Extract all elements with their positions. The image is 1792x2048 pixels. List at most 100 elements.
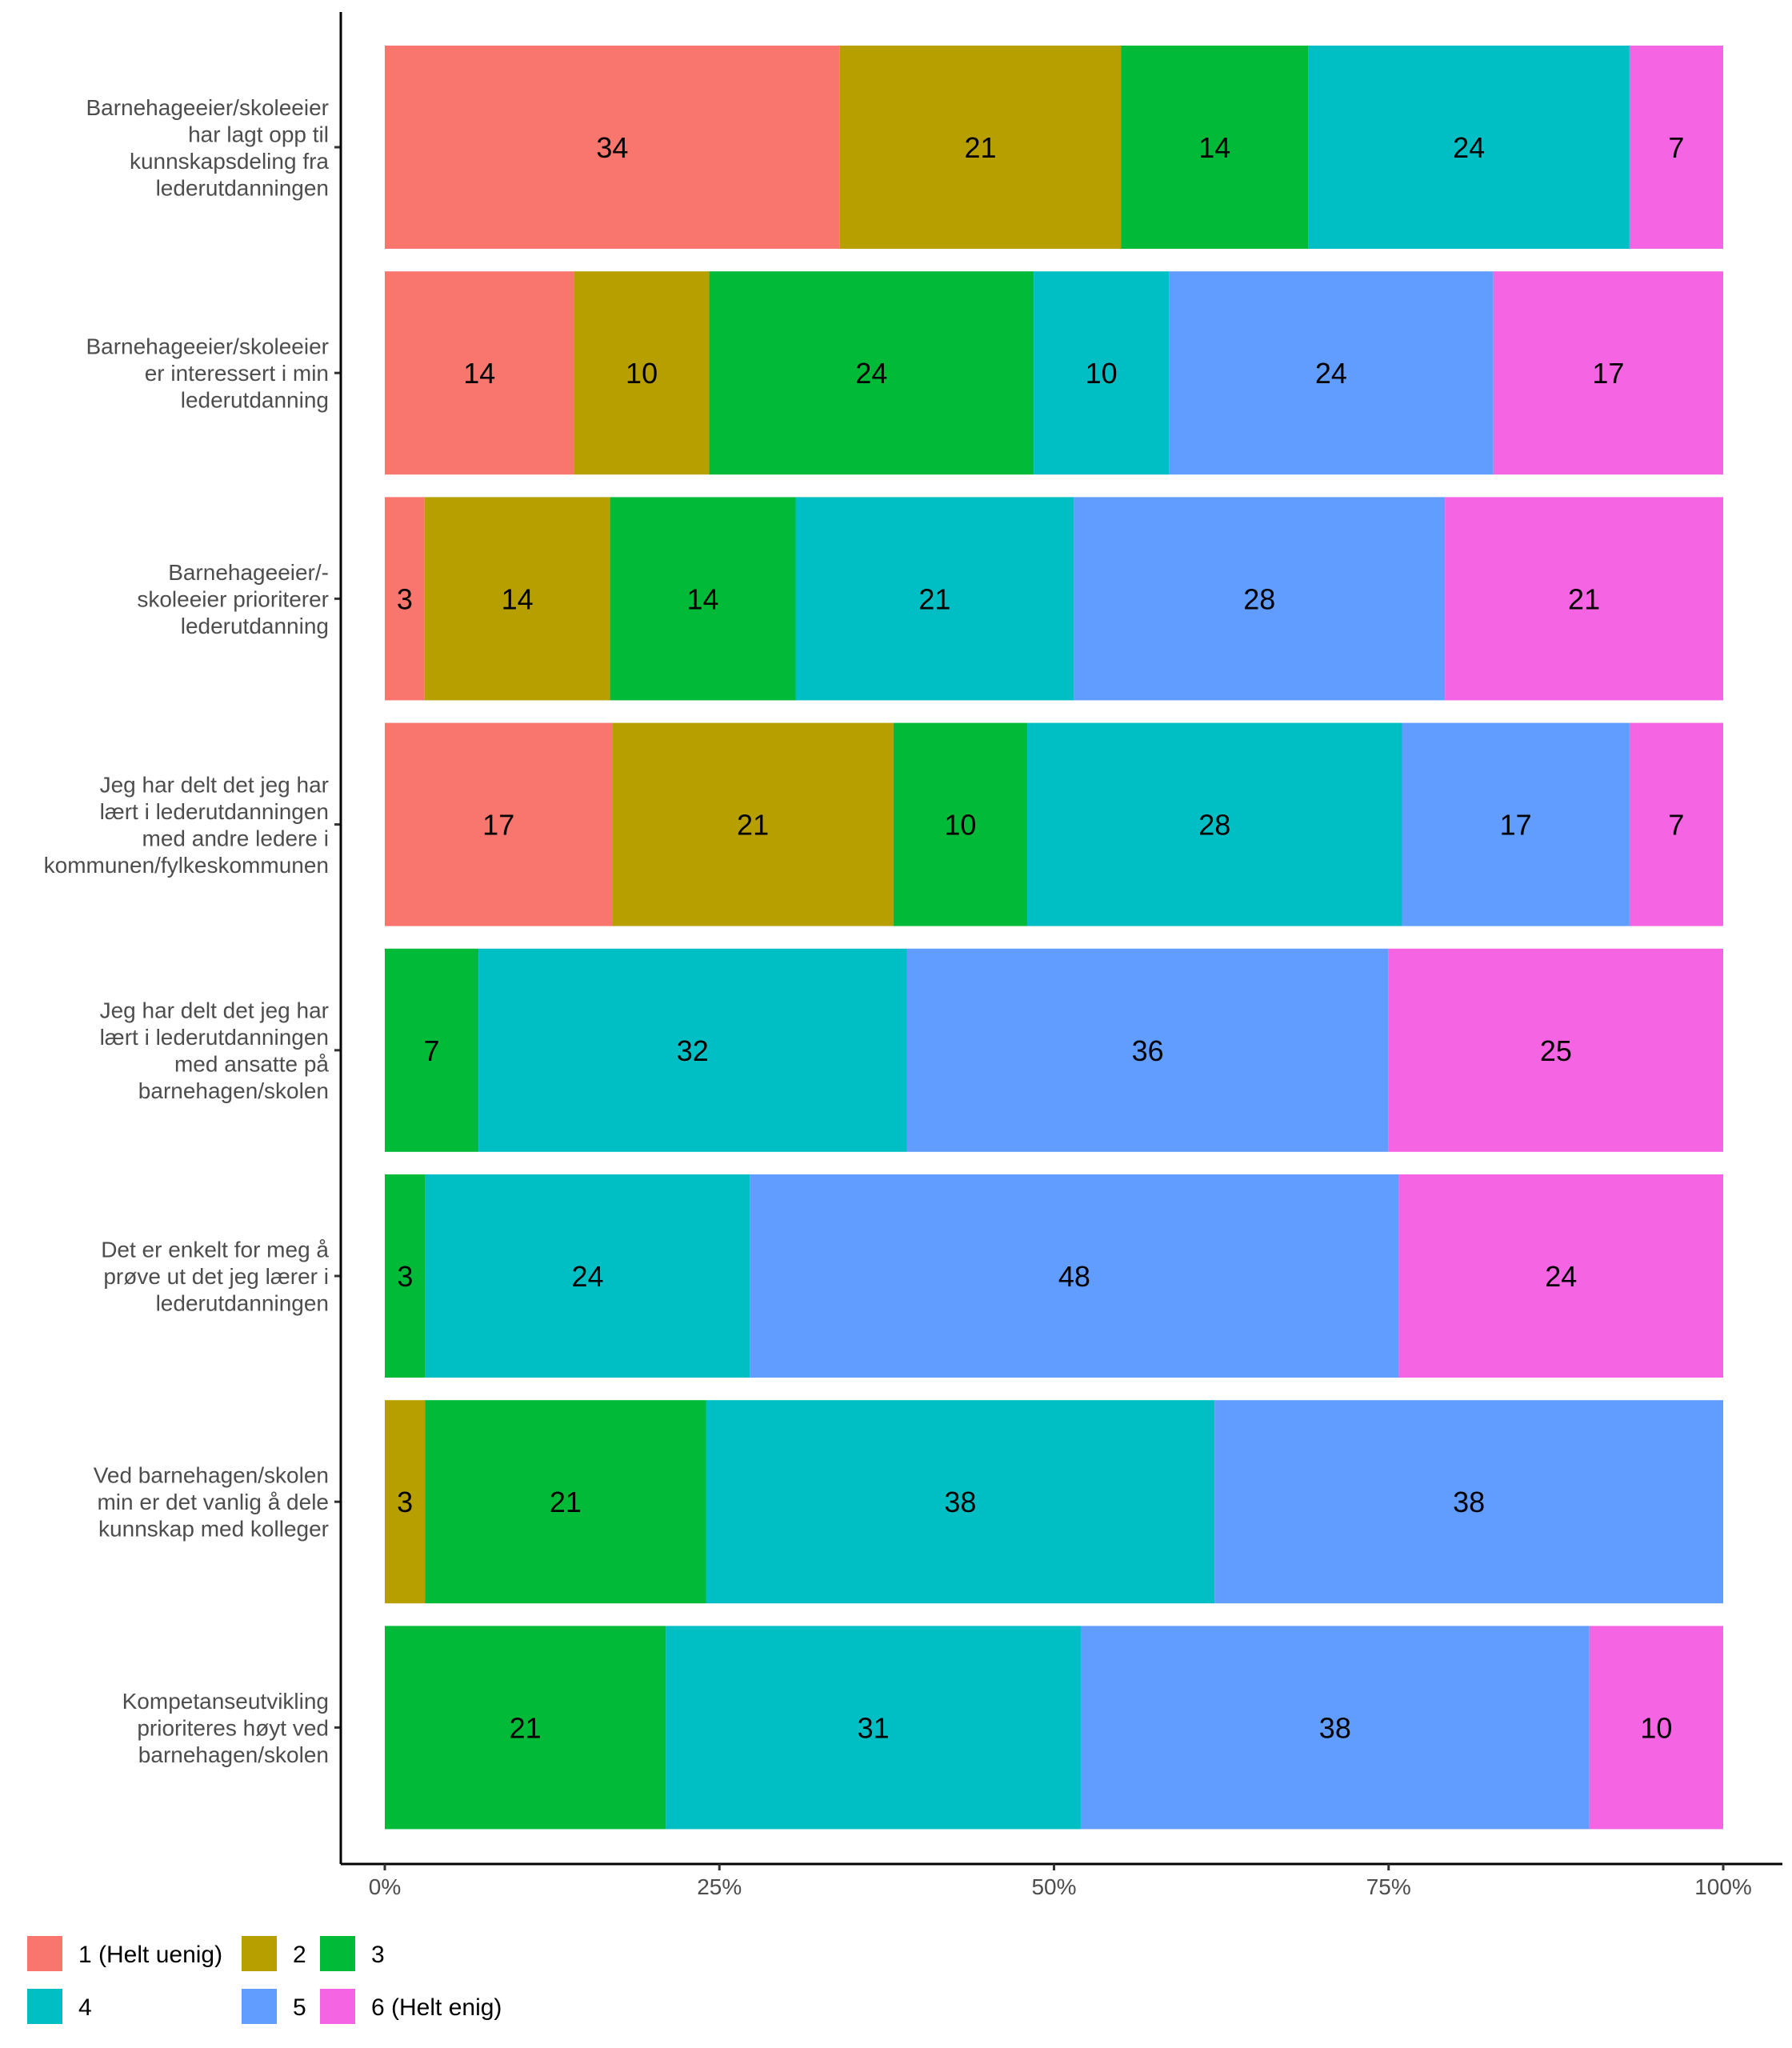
bar-segment: [709, 271, 1034, 475]
bar-value-label: 32: [677, 1034, 709, 1067]
bar-segment: [1121, 46, 1309, 249]
bar-segment: [666, 1626, 1081, 1830]
bar-segment: [424, 497, 610, 701]
bar-segment: [1027, 722, 1402, 926]
bar-value-label: 10: [1640, 1711, 1672, 1744]
legend-label: 4: [78, 1994, 92, 2021]
bar-value-label: 24: [1453, 131, 1485, 164]
bar-value-label: 38: [1453, 1486, 1485, 1518]
bar-segment: [574, 271, 710, 475]
bar-value-label: 21: [964, 131, 996, 164]
bar-value-label: 24: [1545, 1260, 1577, 1293]
bar-value-label: 25: [1540, 1034, 1572, 1067]
bar-segment: [1388, 948, 1723, 1152]
legend-swatch: [27, 1936, 62, 1971]
bar-segment: [795, 497, 1074, 701]
bar-value-label: 28: [1198, 809, 1230, 842]
bar-segment: [1589, 1626, 1723, 1830]
bar-segment: [1398, 1174, 1723, 1378]
bar-segment: [1629, 722, 1723, 926]
bar-value-label: 21: [1568, 582, 1600, 615]
bar-value-label: 14: [502, 582, 534, 615]
bar-segment: [385, 948, 479, 1152]
bar-value-label: 10: [1086, 357, 1118, 390]
x-tick-label: 100%: [1694, 1874, 1752, 1899]
bar-segment: [706, 1400, 1215, 1604]
bar-value-label: 7: [1668, 809, 1684, 842]
bar-segment: [1080, 1626, 1590, 1830]
legend-swatch: [27, 1989, 62, 2024]
x-ticks-group: 0% 25% 50% 75% 100%: [369, 1864, 1752, 1899]
bar-segment: [750, 1174, 1399, 1378]
bar-value-label: 17: [1592, 357, 1624, 390]
bar-segment: [1445, 497, 1723, 701]
bar-segment: [610, 497, 796, 701]
legend-swatch: [242, 1936, 277, 1971]
bar-segment: [385, 1400, 426, 1604]
category-label: Barnehageeier/-skoleeier prioriterer lede…: [137, 560, 329, 638]
bar-segment: [906, 948, 1389, 1152]
bar-segment: [385, 1626, 666, 1830]
bar-value-label: 24: [1315, 357, 1347, 390]
bar-value-label: 3: [397, 582, 413, 615]
legend: 1 (Helt uenig) 2 3 4 5 6 (Helt enig): [27, 1936, 502, 2024]
category-label: Barnehageeier/skoleeier er interessert i …: [86, 334, 329, 413]
x-tick-label: 25%: [697, 1874, 742, 1899]
bar-value-label: 21: [918, 582, 950, 615]
bar-segment: [1214, 1400, 1723, 1604]
bar-value-label: 36: [1132, 1034, 1164, 1067]
bar-value-label: 7: [424, 1034, 440, 1067]
bar-segment: [1034, 271, 1170, 475]
bar-value-label: 24: [571, 1260, 603, 1293]
bar-value-label: 3: [397, 1486, 413, 1518]
category-label: Jeg har delt det jeg har lært i lederutda…: [44, 772, 329, 878]
bar-value-label: 31: [858, 1711, 890, 1744]
bar-value-label: 34: [596, 131, 628, 164]
bar-value-label: 14: [1198, 131, 1230, 164]
bar-value-label: 3: [397, 1260, 413, 1293]
category-label: Kompetanseutvikling prioriteres høyt ved b…: [122, 1689, 329, 1767]
bar-value-label: 14: [463, 357, 495, 390]
legend-label: 2: [293, 1942, 306, 1968]
bar-segment: [385, 271, 574, 475]
bar-segment: [385, 46, 840, 249]
bar-segment: [1308, 46, 1630, 249]
x-tick-label: 50%: [1031, 1874, 1076, 1899]
legend-swatch: [320, 1989, 355, 2024]
bar-segment: [1169, 271, 1494, 475]
bar-value-label: 24: [855, 357, 887, 390]
bar-value-label: 21: [510, 1711, 542, 1744]
category-label: Det er enkelt for meg å prøve ut det jeg …: [101, 1238, 329, 1316]
bar-labels-group: 34 21 14 24 7 14 10 24 10 24 17 3 14 14 21 28 21 17 21 10 28…: [397, 131, 1685, 1744]
category-labels-group: Barnehageeier/skoleeier har lagt opp til k…: [44, 95, 341, 1767]
bar-value-label: 14: [687, 582, 719, 615]
legend-label: 1 (Helt uenig): [78, 1942, 222, 1968]
category-label: Barnehageeier/skoleeier har lagt opp til k…: [86, 95, 329, 201]
bar-value-label: 17: [482, 809, 514, 842]
bar-value-label: 10: [626, 357, 658, 390]
legend-swatch: [242, 1989, 277, 2024]
bar-value-label: 48: [1058, 1260, 1090, 1293]
bar-value-label: 17: [1500, 809, 1532, 842]
bar-value-label: 7: [1668, 131, 1684, 164]
bars-group: [385, 46, 1723, 1830]
bar-segment: [893, 722, 1028, 926]
bar-segment: [385, 722, 613, 926]
bar-segment: [425, 1400, 706, 1604]
legend-label: 6 (Helt enig): [371, 1994, 502, 2021]
bar-segment: [1402, 722, 1630, 926]
bar-value-label: 28: [1243, 582, 1275, 615]
bar-segment: [385, 497, 425, 701]
bar-segment: [385, 1174, 426, 1378]
bar-segment: [1074, 497, 1446, 701]
x-tick-label: 0%: [369, 1874, 401, 1899]
bar-segment: [478, 948, 907, 1152]
bar-segment: [1493, 271, 1723, 475]
bar-value-label: 38: [1319, 1711, 1351, 1744]
axes-group: [339, 12, 1782, 1866]
legend-label: 5: [293, 1994, 306, 2021]
bar-value-label: 21: [737, 809, 769, 842]
bar-segment: [612, 722, 894, 926]
bar-value-label: 21: [550, 1486, 582, 1518]
